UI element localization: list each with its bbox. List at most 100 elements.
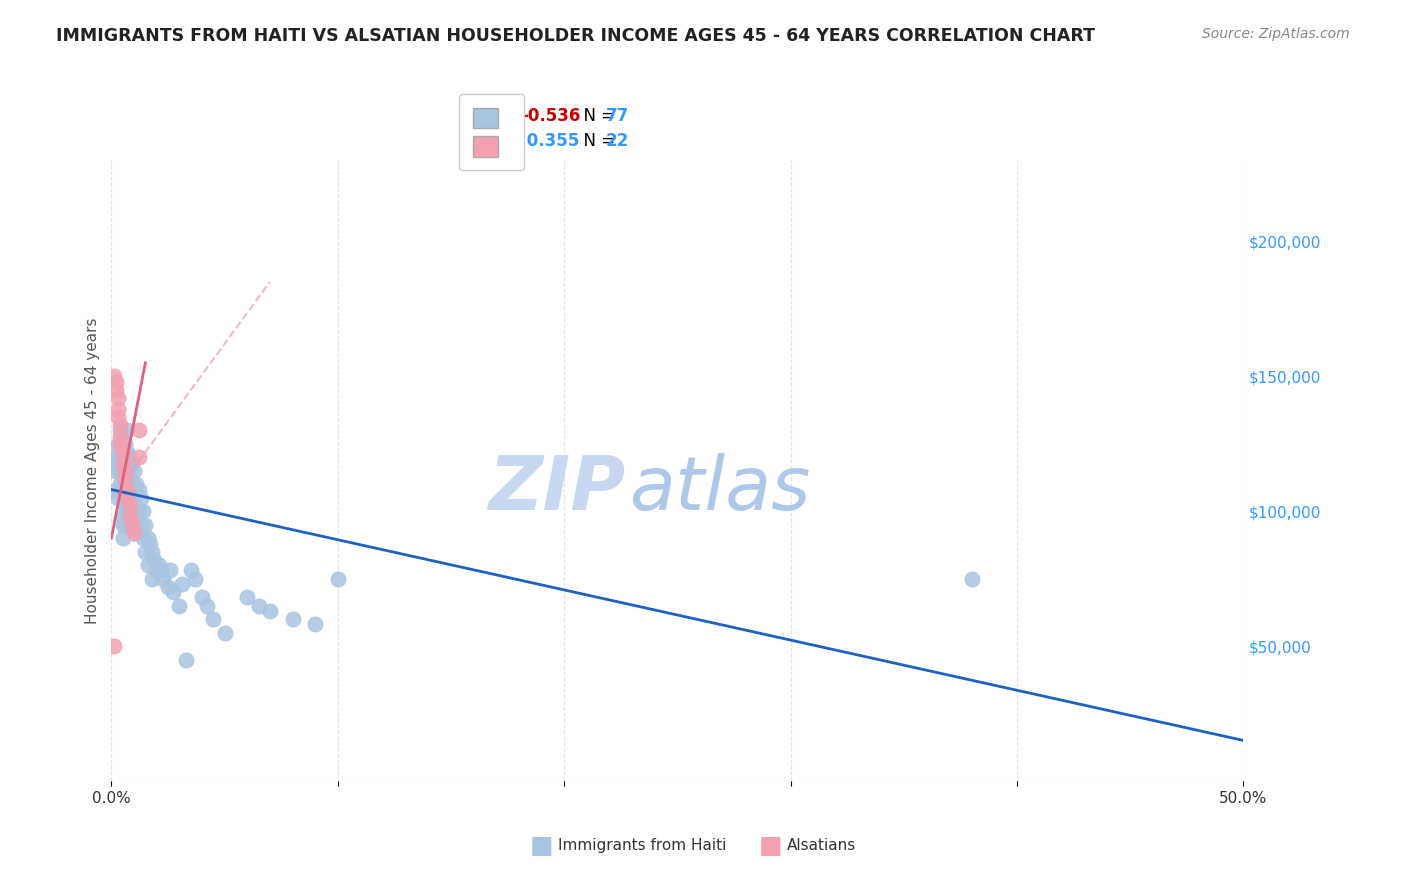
Text: Alsatians: Alsatians <box>787 838 856 853</box>
Point <box>143 552 166 566</box>
Point <box>128 504 150 518</box>
Point <box>184 572 207 586</box>
Point <box>111 472 134 486</box>
Point <box>162 585 184 599</box>
Point <box>107 491 129 505</box>
Text: ZIP: ZIP <box>489 453 627 525</box>
Point <box>281 612 304 626</box>
Text: atlas: atlas <box>630 453 811 525</box>
Point <box>125 499 148 513</box>
Point <box>117 483 139 497</box>
Point <box>132 531 155 545</box>
Point <box>121 477 143 491</box>
Point <box>111 456 134 470</box>
Point <box>128 423 150 437</box>
Point <box>103 450 125 465</box>
Text: R =: R = <box>491 107 527 125</box>
Text: 22: 22 <box>606 132 630 150</box>
Point <box>125 477 148 491</box>
Point <box>134 517 156 532</box>
Point <box>118 499 141 513</box>
Point <box>117 423 139 437</box>
Text: R =: R = <box>491 132 527 150</box>
Point <box>145 564 167 578</box>
Point <box>111 509 134 524</box>
Point <box>136 531 159 545</box>
Point <box>139 536 162 550</box>
Point <box>110 464 132 478</box>
Y-axis label: Householder Income Ages 45 - 64 years: Householder Income Ages 45 - 64 years <box>86 318 100 624</box>
Point <box>111 531 134 545</box>
Point <box>150 564 173 578</box>
Point <box>110 417 132 432</box>
Point <box>103 369 125 384</box>
Text: ■: ■ <box>530 834 553 857</box>
Point <box>118 509 141 524</box>
Point <box>180 564 202 578</box>
Text: IMMIGRANTS FROM HAITI VS ALSATIAN HOUSEHOLDER INCOME AGES 45 - 64 YEARS CORRELAT: IMMIGRANTS FROM HAITI VS ALSATIAN HOUSEH… <box>56 27 1095 45</box>
Point <box>104 464 127 478</box>
Text: 0.355: 0.355 <box>522 132 579 150</box>
Point <box>110 477 132 491</box>
Point <box>110 428 132 442</box>
Point <box>122 525 145 540</box>
Point <box>247 599 270 613</box>
Point <box>111 491 134 505</box>
Point <box>114 517 136 532</box>
Point <box>174 652 197 666</box>
Point <box>122 504 145 518</box>
Point <box>191 591 214 605</box>
Point <box>110 445 132 459</box>
Point <box>169 599 191 613</box>
Point <box>156 580 179 594</box>
Point <box>148 558 170 573</box>
Text: N =: N = <box>574 107 620 125</box>
Point <box>111 428 134 442</box>
Text: N =: N = <box>574 132 620 150</box>
Point <box>129 517 152 532</box>
Point <box>117 464 139 478</box>
Point <box>114 456 136 470</box>
Point <box>326 572 349 586</box>
Point <box>118 491 141 505</box>
Point <box>121 499 143 513</box>
Point <box>118 509 141 524</box>
Point <box>114 499 136 513</box>
Point <box>117 491 139 505</box>
Point <box>141 572 163 586</box>
Point <box>128 483 150 497</box>
Point <box>122 464 145 478</box>
Point <box>111 450 134 465</box>
Point <box>118 472 141 486</box>
Point <box>159 564 181 578</box>
Point <box>104 375 127 389</box>
Point <box>117 483 139 497</box>
Point <box>117 445 139 459</box>
Point <box>114 436 136 450</box>
Point <box>152 572 174 586</box>
Point <box>136 558 159 573</box>
Point <box>170 577 193 591</box>
Point <box>107 391 129 405</box>
Point <box>103 639 125 653</box>
Point <box>141 544 163 558</box>
Point <box>121 517 143 532</box>
Point <box>107 456 129 470</box>
Point <box>132 504 155 518</box>
Point <box>107 436 129 450</box>
Point <box>122 483 145 497</box>
Text: 77: 77 <box>606 107 630 125</box>
Point <box>195 599 218 613</box>
Text: -0.536: -0.536 <box>522 107 581 125</box>
Point <box>104 483 127 497</box>
Point <box>129 491 152 505</box>
Point <box>107 409 129 424</box>
Point <box>128 450 150 465</box>
Legend: , : , <box>460 95 524 170</box>
Point <box>107 401 129 416</box>
Point <box>214 625 236 640</box>
Text: Source: ZipAtlas.com: Source: ZipAtlas.com <box>1202 27 1350 41</box>
Point <box>117 504 139 518</box>
Point <box>111 517 134 532</box>
Text: ■: ■ <box>759 834 782 857</box>
